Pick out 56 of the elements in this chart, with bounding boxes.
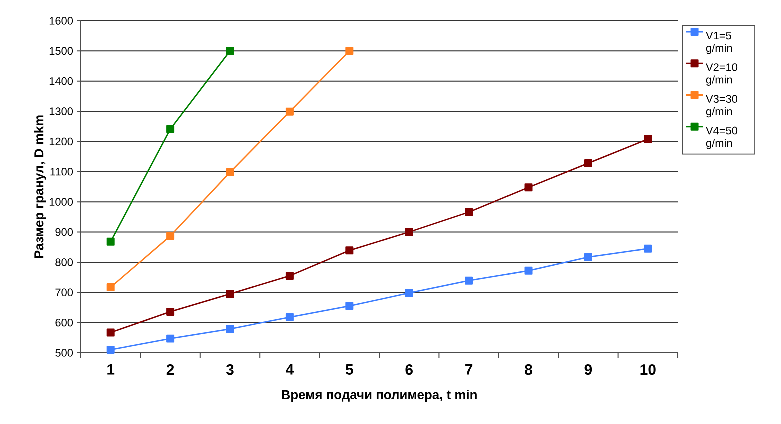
x-tick-label: 9 <box>584 364 592 376</box>
y-tick-label: 1400 <box>50 77 74 86</box>
point <box>166 334 175 343</box>
y-tick-label: 700 <box>56 288 74 297</box>
point <box>106 328 115 337</box>
x-tick-label: 5 <box>346 364 354 375</box>
x-tick-label: 7 <box>466 364 473 375</box>
point <box>106 346 115 354</box>
x-tick-label: 1 <box>108 364 115 375</box>
point <box>226 47 234 56</box>
point <box>226 325 234 334</box>
x-tick-label: 4 <box>286 364 294 375</box>
y-tick-label: 1500 <box>50 47 74 56</box>
point <box>346 246 354 255</box>
point <box>524 266 533 275</box>
point <box>405 228 414 236</box>
point <box>346 47 354 56</box>
point <box>405 289 414 298</box>
point <box>644 135 652 144</box>
point <box>465 276 474 285</box>
point <box>584 159 592 168</box>
legend-label: V4=50 g/min <box>706 126 738 150</box>
point <box>166 125 175 134</box>
y-tick-label: 900 <box>56 228 74 236</box>
point <box>226 290 234 298</box>
x-axis-title: Время подачи полимера, t min <box>282 390 477 402</box>
y-tick-label: 1300 <box>50 108 74 116</box>
y-tick-label: 1200 <box>50 138 74 146</box>
point <box>346 302 354 310</box>
point <box>465 208 474 216</box>
y-tick-label: 600 <box>56 318 74 327</box>
legend-label: V3=30 g/min <box>706 95 738 118</box>
y-tick-label: 500 <box>56 349 74 357</box>
y-tick-label: 1000 <box>50 198 74 206</box>
x-tick-label: 3 <box>226 364 234 376</box>
x-tick-label: 10 <box>640 364 656 376</box>
y-tick-label: 1600 <box>50 17 74 25</box>
y-axis-title: Размер гранул, D mkm <box>34 116 46 258</box>
point <box>166 308 175 316</box>
point <box>286 313 294 322</box>
point <box>286 108 294 116</box>
x-tick-label: 2 <box>166 364 174 375</box>
legend-label: V2=10 g/min <box>706 64 738 86</box>
point <box>524 184 533 192</box>
x-tick-label: 6 <box>406 364 413 376</box>
point <box>286 272 294 280</box>
point <box>226 168 234 177</box>
point <box>644 244 652 253</box>
y-tick-label: 1100 <box>50 168 74 176</box>
legend-label: V1=5 g/min <box>706 32 732 54</box>
point <box>106 284 115 292</box>
point <box>106 238 115 246</box>
point <box>166 232 175 240</box>
y-tick-label: 800 <box>56 258 74 266</box>
point <box>584 253 592 262</box>
x-tick-label: 8 <box>525 364 532 376</box>
